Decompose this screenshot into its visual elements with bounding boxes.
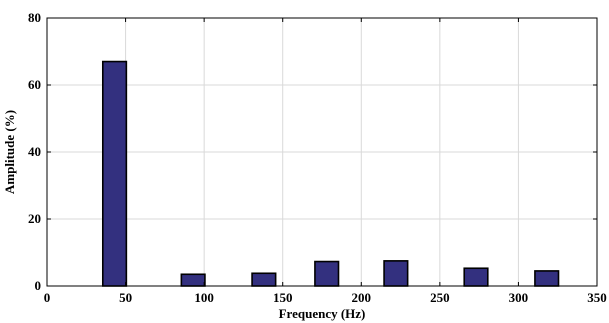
bar-0-5 <box>463 267 489 287</box>
x-axis-label: Frequency (Hz) <box>279 306 366 321</box>
bar-0-0 <box>101 60 128 287</box>
bar-0-1 <box>180 273 206 287</box>
y-tick-label-1: 20 <box>28 211 41 226</box>
bar-0-6 <box>534 270 560 287</box>
bar-0-4 <box>383 260 409 287</box>
y-tick-label-0: 0 <box>35 278 42 293</box>
tick-labels: 0 50 100 150 200 250 300 350 0 20 40 60 80 <box>28 10 607 305</box>
grid <box>47 18 597 286</box>
x-tick-label-3: 150 <box>273 290 293 305</box>
bar-0-3 <box>314 260 340 287</box>
x-tick-label-7: 350 <box>587 290 607 305</box>
x-tick-label-6: 300 <box>509 290 529 305</box>
x-tick-label-5: 250 <box>430 290 450 305</box>
y-tick-label-3: 60 <box>28 77 41 92</box>
y-tick-label-2: 40 <box>28 144 41 159</box>
bars <box>101 60 560 287</box>
x-tick-label-0: 0 <box>44 290 51 305</box>
x-tick-label-4: 200 <box>352 290 372 305</box>
y-axis-label: Amplitude (%) <box>2 110 17 194</box>
axes <box>46 17 598 287</box>
bar-0-2 <box>251 272 277 287</box>
y-tick-label-4: 80 <box>28 10 41 25</box>
x-tick-label-1: 50 <box>119 290 132 305</box>
x-tick-label-2: 100 <box>194 290 214 305</box>
